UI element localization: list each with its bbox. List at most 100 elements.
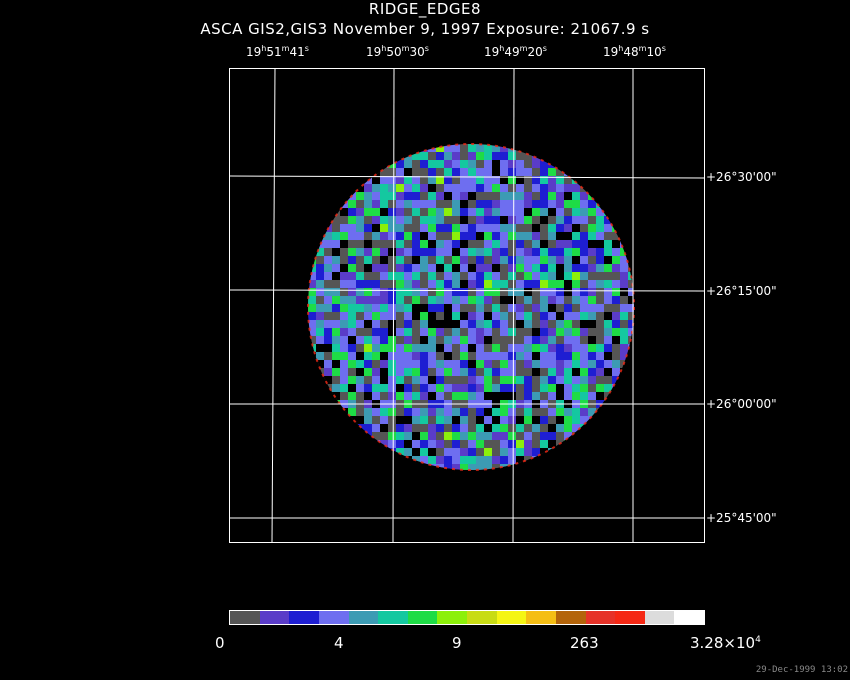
- image-pixel: [412, 240, 420, 248]
- image-pixel: [460, 256, 468, 264]
- image-pixel: [460, 352, 468, 360]
- image-pixel: [452, 360, 460, 368]
- image-pixel: [380, 168, 388, 176]
- image-pixel: [396, 264, 404, 272]
- ra-grid-line-3: [512, 68, 515, 543]
- image-pixel: [348, 272, 356, 280]
- image-pixel: [580, 368, 588, 376]
- image-pixel: [548, 176, 556, 184]
- image-pixel: [332, 232, 340, 240]
- ra-grid-line-1: [271, 68, 276, 543]
- image-pixel: [580, 336, 588, 344]
- image-pixel: [364, 424, 372, 432]
- image-pixel: [460, 440, 468, 448]
- image-pixel: [540, 392, 548, 400]
- image-pixel: [564, 424, 572, 432]
- image-pixel: [500, 216, 508, 224]
- image-pixel: [516, 464, 524, 470]
- image-pixel: [564, 440, 572, 448]
- image-pixel: [452, 248, 460, 256]
- image-pixel: [388, 280, 396, 288]
- image-pixel: [572, 392, 580, 400]
- image-pixel: [596, 248, 604, 256]
- image-pixel: [436, 440, 444, 448]
- image-pixel: [588, 240, 596, 248]
- image-pixel: [500, 360, 508, 368]
- image-pixel: [516, 224, 524, 232]
- dec-label-4: +25°45'00": [706, 511, 777, 525]
- image-pixel: [492, 264, 500, 272]
- image-pixel: [492, 144, 500, 152]
- image-pixel: [404, 304, 412, 312]
- image-pixel: [452, 264, 460, 272]
- image-pixel: [420, 208, 428, 216]
- image-pixel: [564, 328, 572, 336]
- image-pixel: [444, 384, 452, 392]
- image-pixel: [436, 272, 444, 280]
- image-pixel: [476, 432, 484, 440]
- image-pixel: [548, 304, 556, 312]
- image-pixel: [372, 288, 380, 296]
- image-pixel: [604, 272, 612, 280]
- image-pixel: [324, 312, 332, 320]
- image-pixel: [500, 176, 508, 184]
- image-pixel: [308, 336, 316, 344]
- image-pixel: [460, 392, 468, 400]
- image-pixel: [420, 416, 428, 424]
- image-pixel: [580, 392, 588, 400]
- colorbar-segment: [644, 611, 675, 624]
- image-pixel: [444, 176, 452, 184]
- image-pixel: [564, 208, 572, 216]
- image-pixel: [460, 272, 468, 280]
- ra-label-3: 19h49m20s: [484, 44, 547, 59]
- image-pixel: [596, 280, 604, 288]
- image-pixel: [356, 176, 364, 184]
- image-pixel: [492, 424, 500, 432]
- image-pixel: [508, 296, 516, 304]
- image-pixel: [452, 464, 460, 470]
- image-pixel: [428, 216, 436, 224]
- image-pixel: [540, 360, 548, 368]
- image-pixel: [604, 248, 612, 256]
- image-pixel: [324, 360, 332, 368]
- image-pixel: [572, 280, 580, 288]
- image-pixel: [604, 216, 612, 224]
- image-pixel: [444, 408, 452, 416]
- image-pixel: [372, 336, 380, 344]
- image-pixel: [548, 256, 556, 264]
- image-pixel: [412, 224, 420, 232]
- image-pixel: [412, 352, 420, 360]
- image-pixel: [484, 408, 492, 416]
- image-pixel: [412, 320, 420, 328]
- image-pixel: [308, 264, 316, 272]
- image-pixel: [340, 280, 348, 288]
- image-pixel: [428, 344, 436, 352]
- image-pixel: [340, 256, 348, 264]
- image-pixel: [348, 360, 356, 368]
- image-pixel: [532, 288, 540, 296]
- image-pixel: [484, 392, 492, 400]
- image-pixel: [420, 448, 428, 456]
- image-pixel: [572, 288, 580, 296]
- image-pixel: [372, 304, 380, 312]
- image-pixel: [572, 344, 580, 352]
- image-pixel: [380, 392, 388, 400]
- image-pixel: [532, 296, 540, 304]
- image-pixel: [364, 296, 372, 304]
- image-pixel: [532, 232, 540, 240]
- image-pixel: [340, 304, 348, 312]
- image-pixel: [404, 272, 412, 280]
- image-pixel: [388, 168, 396, 176]
- image-pixel: [452, 176, 460, 184]
- image-pixel: [436, 336, 444, 344]
- image-pixel: [452, 296, 460, 304]
- image-pixel: [604, 280, 612, 288]
- image-pixel: [548, 216, 556, 224]
- image-pixel: [476, 192, 484, 200]
- image-pixel: [540, 256, 548, 264]
- image-pixel: [500, 328, 508, 336]
- image-pixel: [468, 160, 476, 168]
- image-pixel: [492, 320, 500, 328]
- image-pixel: [340, 336, 348, 344]
- image-pixel: [580, 256, 588, 264]
